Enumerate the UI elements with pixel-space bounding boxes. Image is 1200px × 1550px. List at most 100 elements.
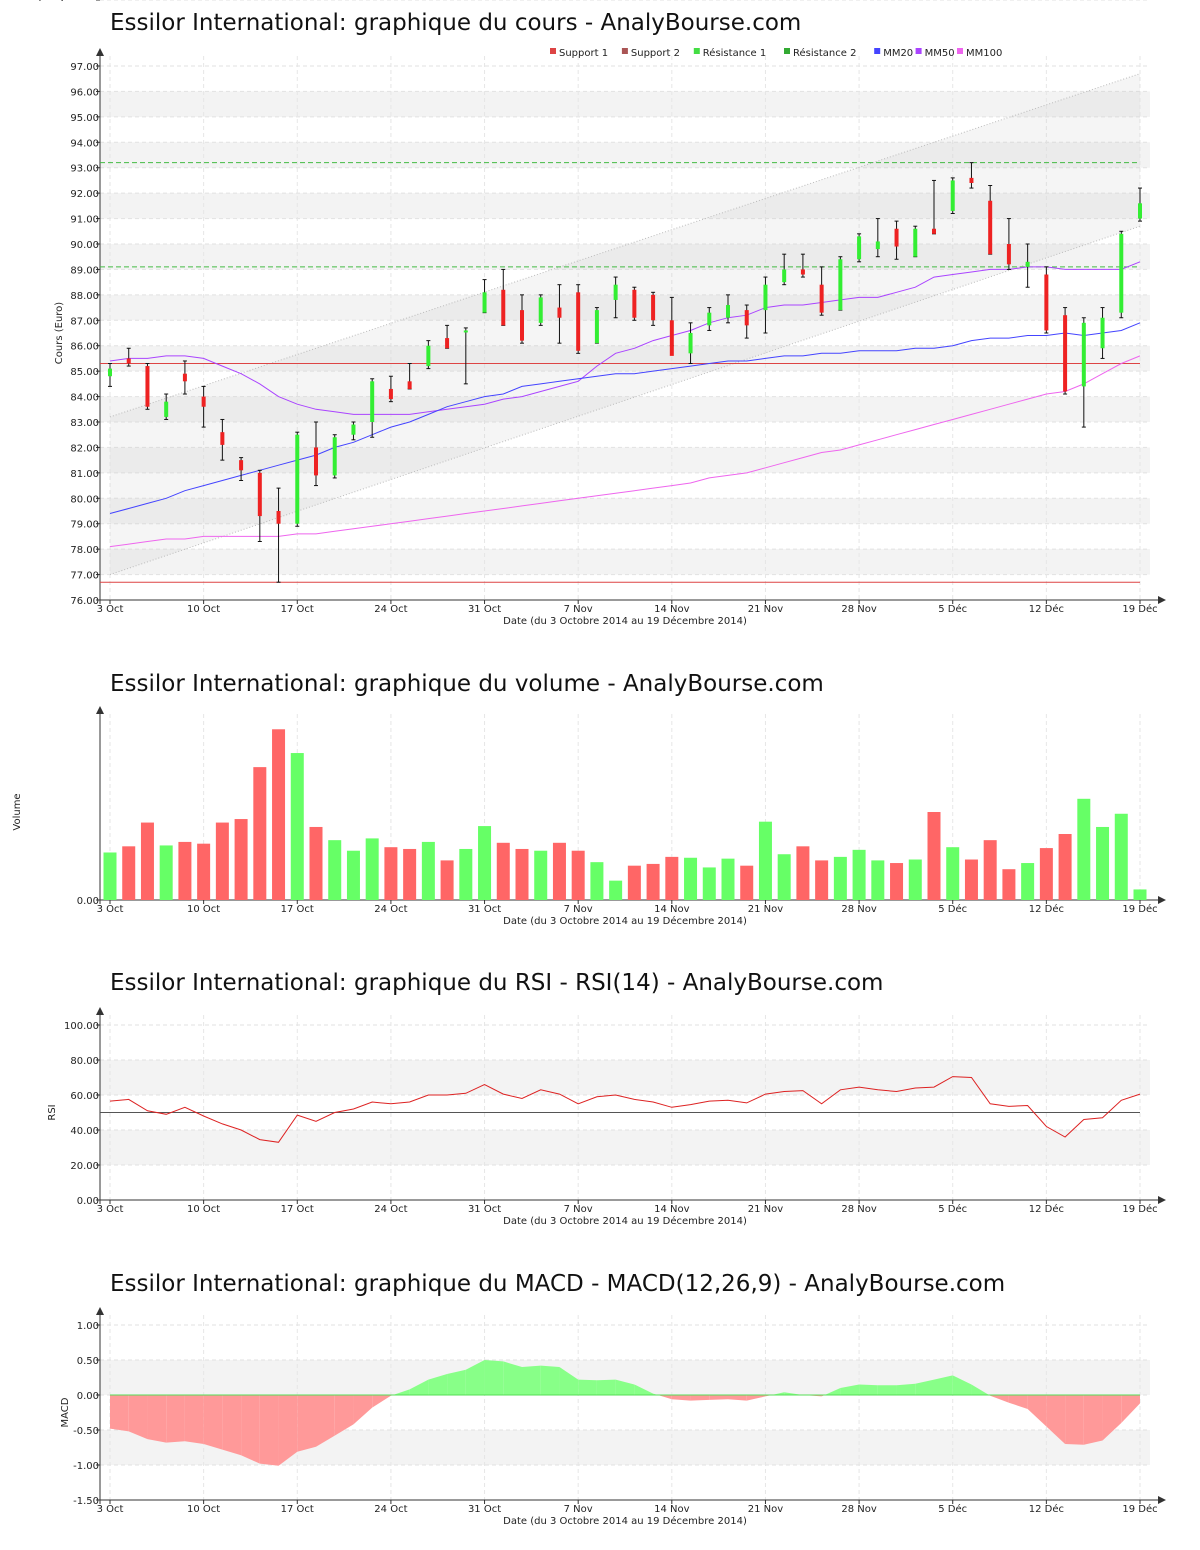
x-tick-label: 21 Nov bbox=[748, 1204, 784, 1215]
candle-body bbox=[969, 177, 974, 183]
macd-positive-area bbox=[971, 1384, 990, 1395]
volume-bar bbox=[1039, 848, 1053, 900]
candle-body bbox=[988, 200, 993, 255]
x-tick-label: 7 Nov bbox=[564, 604, 593, 615]
x-tick-label: 24 Oct bbox=[374, 1204, 407, 1215]
candle-body bbox=[520, 310, 524, 341]
price-chart-title: Essilor International: graphique du cour… bbox=[110, 10, 802, 36]
macd-negative-area bbox=[1027, 1395, 1047, 1427]
x-axis-arrow bbox=[1158, 896, 1166, 904]
macd-chart-title: Essilor International: graphique du MACD… bbox=[110, 1271, 1006, 1297]
volume-bar bbox=[833, 856, 847, 900]
x-tick-label: 21 Nov bbox=[748, 1504, 784, 1515]
x-tick-label: 24 Oct bbox=[374, 904, 407, 915]
price-panel: 76.00 77.00 78.00 79.00 80.00 81.00 82.00 83.00… bbox=[54, 47, 1166, 627]
y-tick-label: 87.00 bbox=[70, 316, 99, 327]
volume-bar bbox=[964, 859, 978, 900]
x-tick-label: 10 Oct bbox=[187, 1204, 220, 1215]
x-axis-arrow bbox=[1158, 1196, 1166, 1204]
macd-positive-area bbox=[840, 1384, 860, 1395]
volume-bar bbox=[1021, 863, 1035, 900]
legend-swatch bbox=[957, 48, 963, 54]
x-tick-label: 12 Déc bbox=[1029, 603, 1064, 615]
candle-body bbox=[707, 312, 712, 326]
background-band bbox=[100, 447, 1150, 473]
x-tick-label: 31 Oct bbox=[468, 604, 501, 615]
volume-bar bbox=[159, 845, 173, 900]
x-tick-label: 5 Déc bbox=[938, 1503, 967, 1515]
candle-body bbox=[894, 228, 899, 247]
macd-positive-area bbox=[447, 1369, 466, 1395]
macd-positive-area bbox=[615, 1379, 635, 1395]
x-tick-label: 3 Oct bbox=[97, 604, 124, 615]
y-tick-label: 0.00 bbox=[77, 1196, 99, 1207]
background-band bbox=[100, 244, 1150, 270]
volume-bar bbox=[1002, 869, 1016, 900]
volume-bar bbox=[140, 822, 154, 900]
x-tick-label: 17 Oct bbox=[281, 604, 314, 615]
volume-bar bbox=[627, 865, 641, 900]
x-tick-label: 31 Oct bbox=[468, 1504, 501, 1515]
x-tick-label: 12 Déc bbox=[1029, 903, 1064, 915]
macd-negative-area bbox=[1046, 1395, 1066, 1444]
candle-body bbox=[576, 292, 581, 351]
candle-body bbox=[201, 396, 206, 407]
macd-positive-area bbox=[952, 1375, 972, 1395]
candle-body bbox=[1025, 261, 1030, 267]
legend-label: Résistance 2 bbox=[793, 47, 856, 59]
volume-bar bbox=[534, 850, 548, 900]
volume-bar bbox=[215, 822, 229, 900]
candle-body bbox=[557, 307, 562, 318]
trend-channel bbox=[110, 73, 1140, 575]
candle-body bbox=[482, 292, 487, 313]
volume-bar bbox=[365, 838, 379, 900]
x-tick-label: 19 Déc bbox=[1122, 1503, 1157, 1515]
candle-body bbox=[332, 437, 337, 476]
x-tick-label: 24 Oct bbox=[374, 604, 407, 615]
background-band bbox=[100, 1060, 1150, 1095]
x-tick-label: 21 Nov bbox=[748, 904, 784, 915]
macd-positive-area bbox=[771, 1392, 785, 1395]
y-tick-label: 85.00 bbox=[70, 367, 99, 378]
y-tick-label: -0.50 bbox=[73, 1426, 99, 1437]
candle-body bbox=[388, 388, 393, 400]
macd-positive-area bbox=[596, 1379, 616, 1395]
x-tick-label: 3 Oct bbox=[97, 904, 124, 915]
y-tick-label: 77.00 bbox=[70, 571, 99, 582]
volume-chart-title: Essilor International: graphique du volu… bbox=[110, 671, 824, 697]
legend-label: MM50 bbox=[925, 48, 955, 59]
x-axis-label: Date (du 3 Octobre 2014 au 19 Décembre 2… bbox=[503, 915, 747, 927]
y-axis-label: Cours (Euro) bbox=[54, 302, 65, 365]
macd-positive-area bbox=[428, 1374, 448, 1395]
x-tick-label: 7 Nov bbox=[564, 1504, 593, 1515]
x-tick-label: 28 Nov bbox=[841, 604, 877, 615]
x-tick-label: 3 Oct bbox=[97, 1204, 124, 1215]
x-tick-label: 5 Déc bbox=[938, 903, 967, 915]
volume-bar bbox=[309, 826, 323, 900]
macd-positive-area bbox=[877, 1385, 897, 1395]
macd-negative-area bbox=[657, 1395, 672, 1400]
x-tick-label: 14 Nov bbox=[654, 1504, 690, 1515]
macd-negative-area bbox=[690, 1395, 710, 1401]
legend-label: MM100 bbox=[966, 48, 1002, 59]
legend-label: Résistance 1 bbox=[703, 47, 766, 59]
mm100-line bbox=[109, 355, 1141, 548]
macd-negative-area bbox=[184, 1395, 204, 1444]
x-tick-label: 5 Déc bbox=[938, 1203, 967, 1215]
y-tick-label: 88.00 bbox=[70, 291, 99, 302]
x-tick-label: 7 Nov bbox=[564, 1204, 593, 1215]
macd-negative-area bbox=[222, 1395, 242, 1456]
y-tick-label: 89.00 bbox=[70, 265, 99, 276]
volume-bar bbox=[1077, 798, 1091, 900]
volume-bar bbox=[421, 841, 435, 900]
x-tick-label: 28 Nov bbox=[841, 1204, 877, 1215]
y-tick-label: 100.00 bbox=[64, 1021, 99, 1032]
x-tick-label: 14 Nov bbox=[654, 1204, 690, 1215]
candle-body bbox=[1138, 203, 1142, 219]
x-tick-label: 21 Nov bbox=[748, 604, 784, 615]
y-tick-label: 94.00 bbox=[70, 138, 99, 149]
y-tick-label: 96.00 bbox=[70, 87, 99, 98]
candle-body bbox=[145, 366, 150, 407]
candle-body bbox=[613, 284, 618, 300]
candle-body bbox=[314, 447, 318, 476]
